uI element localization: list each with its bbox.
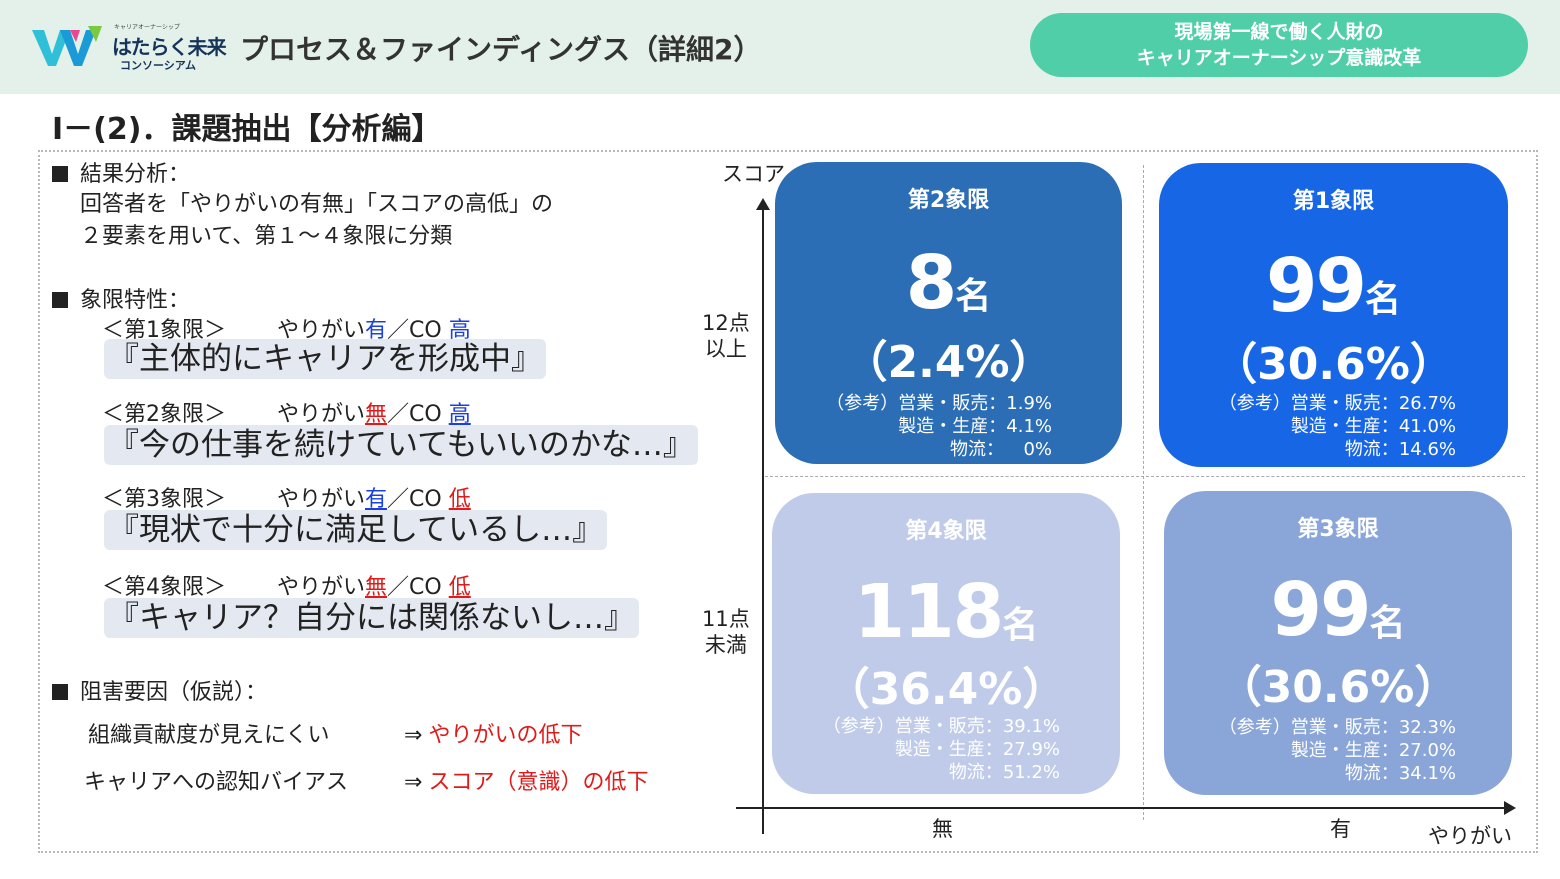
- quadrant-percent: （30.6%）: [1213, 339, 1454, 390]
- obstacle-effect: ⇒ スコア（意識）の低下: [404, 770, 649, 795]
- y-axis-line: [762, 208, 764, 834]
- logo-subname: コンソーシアム: [120, 59, 197, 72]
- quadrant-3-quote: 『現状で十分に満足しているし…』: [104, 510, 608, 550]
- quadrant-4-box: 第4象限 118名 （36.4%） （参考）営業・販売：39.1% 製造・生産：…: [772, 493, 1120, 794]
- x-axis-line: [736, 807, 1506, 809]
- quadrant-2-label: ＜第2象限＞ やりがい無／CO 高: [102, 402, 471, 427]
- theme-line-1: 現場第一線で働く人財の: [1174, 21, 1384, 43]
- quadrant-title: 第3象限: [1297, 517, 1379, 542]
- content-frame: [38, 150, 1538, 853]
- quadrant-divider-horizontal: [765, 476, 1525, 477]
- y-low-label: 11点 未満: [702, 607, 750, 657]
- logo-tagline: キャリアオーナーシップ: [114, 24, 180, 31]
- section-title: Ⅰ－(2)．課題抽出【分析編】: [52, 112, 442, 147]
- quadrant-breakdown: （参考）営業・販売：32.3% 製造・生産：27.0% 物流：34.1%: [1218, 717, 1456, 784]
- quadrant-1-box: 第1象限 99名 （30.6%） （参考）営業・販売：26.7% 製造・生産：4…: [1159, 163, 1508, 467]
- quadrant-count: 99名: [1270, 567, 1406, 653]
- quadrant-1-label: ＜第1象限＞ やりがい有／CO 高: [102, 318, 471, 343]
- quadrant-4-label: ＜第4象限＞ やりがい無／CO 低: [102, 575, 471, 600]
- logo-name: はたらく未来: [112, 35, 227, 59]
- y-axis-arrow-icon: [756, 198, 770, 210]
- obstacle-item: キャリアへの認知バイアス ⇒ スコア（意識）の低下: [84, 764, 648, 796]
- quadrant-title: 第2象限: [907, 188, 990, 213]
- x-axis-arrow-icon: [1504, 801, 1516, 815]
- quadrant-percent: （30.6%）: [1217, 662, 1459, 713]
- consortium-logo: キャリアオーナーシップ はたらく未来 コンソーシアム: [30, 22, 227, 72]
- quadrant-title: 第1象限: [1292, 189, 1375, 214]
- header-bar: キャリアオーナーシップ はたらく未来 コンソーシアム プロセス＆ファインディング…: [0, 0, 1560, 94]
- obstacles-heading: 阻害要因（仮説）：: [52, 674, 267, 706]
- obstacle-effect: ⇒ やりがいの低下: [404, 723, 583, 748]
- x-axis-label: やりがい: [1428, 824, 1512, 848]
- quadrant-2-box: 第2象限 8名 （2.4%） （参考）営業・販売：1.9% 製造・生産：4.1%…: [775, 162, 1122, 464]
- square-bullet-icon: [52, 166, 68, 182]
- quadrant-divider-vertical: [1143, 165, 1144, 820]
- quadrant-4-quote: 『キャリア？自分には関係ないし…』: [104, 598, 639, 638]
- x-yes-label: 有: [1330, 817, 1351, 841]
- obstacle-item: 組織貢献度が見えにくい ⇒ やりがいの低下: [88, 717, 582, 749]
- theme-badge: 現場第一線で働く人財の キャリアオーナーシップ意識改革: [1030, 13, 1528, 77]
- quadrant-breakdown: （参考）営業・販売：26.7% 製造・生産：41.0% 物流：14.6%: [1218, 393, 1456, 460]
- quadrant-breakdown: （参考）営業・販売：1.9% 製造・生産：4.1% 物流： 0%: [826, 393, 1052, 460]
- x-no-label: 無: [932, 817, 953, 841]
- square-bullet-icon: [52, 292, 68, 308]
- traits-heading: 象限特性：: [52, 282, 190, 314]
- analysis-heading: 結果分析：: [52, 156, 190, 188]
- quadrant-1-quote: 『主体的にキャリアを形成中』: [104, 339, 546, 379]
- quadrant-title: 第4象限: [905, 519, 987, 544]
- quadrant-count: 118名: [853, 569, 1039, 655]
- square-bullet-icon: [52, 684, 68, 700]
- quadrant-3-box: 第3象限 99名 （30.6%） （参考）営業・販売：32.3% 製造・生産：2…: [1164, 491, 1512, 795]
- y-high-label: 12点 以上: [702, 311, 750, 361]
- quadrant-count: 8名: [905, 240, 992, 326]
- logo-w-mark-icon: [32, 26, 102, 66]
- analysis-line-1: 回答者を「やりがいの有無」「スコアの高低」の: [80, 192, 554, 217]
- quadrant-2-quote: 『今の仕事を続けていてもいいのかな…』: [104, 425, 698, 465]
- quadrant-3-label: ＜第3象限＞ やりがい有／CO 低: [102, 487, 471, 512]
- theme-line-2: キャリアオーナーシップ意識改革: [1136, 47, 1422, 69]
- quadrant-percent: （2.4%）: [843, 337, 1054, 388]
- analysis-line-2: ２要素を用いて、第１～４象限に分類: [80, 224, 453, 249]
- quadrant-count: 99名: [1266, 243, 1401, 329]
- y-axis-label: スコア: [722, 162, 785, 186]
- quadrant-percent: （36.4%）: [825, 664, 1067, 715]
- quadrant-breakdown: （参考）営業・販売：39.1% 製造・生産：27.9% 物流：51.2%: [822, 716, 1060, 783]
- page-title: プロセス＆ファインディングス（詳細2）: [240, 33, 762, 66]
